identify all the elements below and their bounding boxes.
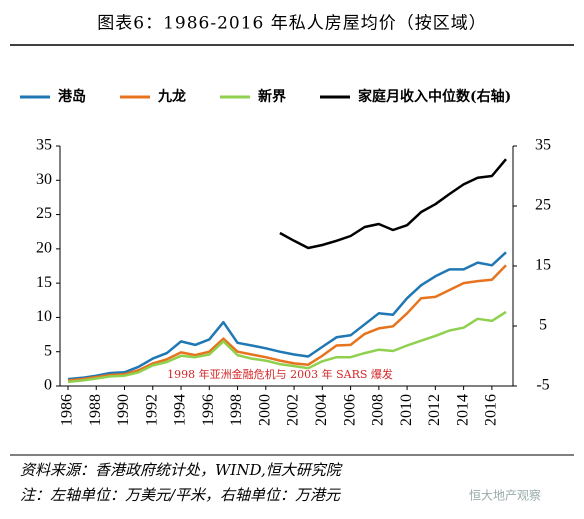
series-line (67, 310, 507, 384)
source: 资料来源：香港政府统计处，WIND,恒大研究院 (20, 461, 343, 479)
y-tick-label: 10 (36, 308, 52, 325)
x-tick-label: 2002 (285, 394, 302, 426)
x-tick-label: 1988 (87, 394, 104, 426)
x-tick-label: 1996 (200, 394, 217, 426)
x-tick-label: 1990 (115, 394, 132, 426)
x-tick-label: 2004 (313, 394, 330, 426)
chart-title: 图表6：1986-2016 年私人房屋均价（按区域） (97, 14, 487, 34)
x-tick-label: 2014 (454, 394, 471, 426)
y-tick-label: 25 (36, 205, 52, 222)
annotation: 1998 年亚洲金融危机与 2003 年 SARS 爆发 (167, 367, 393, 381)
legend-label: 新界 (258, 88, 287, 105)
x-tick-label: 1986 (59, 394, 76, 426)
y2-tick-label: 15 (535, 257, 551, 274)
watermark: 恒大地产观察 (469, 489, 541, 503)
y2-tick-label: 25 (535, 197, 551, 214)
legend-label: 港岛 (58, 88, 86, 105)
note: 注：左轴单位：万美元/平米，右轴单位：万港元 (20, 486, 341, 504)
x-tick-label: 1992 (143, 394, 160, 426)
legend-label: 家庭月收入中位数(右轴) (358, 88, 511, 105)
x-tick-label: 2016 (483, 394, 500, 426)
x-tick-label: 2010 (398, 394, 415, 426)
x-tick-label: 1998 (228, 394, 245, 426)
y-tick-label: 5 (44, 342, 52, 359)
y2-tick-label: 5 (539, 317, 547, 334)
series-line (279, 158, 507, 250)
x-tick-label: 2008 (370, 394, 387, 426)
series-line (67, 251, 507, 381)
legend-label: 九龙 (157, 88, 186, 105)
x-tick-label: 2012 (426, 394, 443, 426)
series-line (67, 264, 507, 382)
y-tick-label: 0 (44, 377, 52, 394)
y2-tick-label: -5 (536, 377, 549, 394)
y2-tick-label: 35 (535, 137, 551, 154)
x-tick-label: 2000 (256, 394, 273, 426)
x-tick-label: 1994 (172, 394, 189, 426)
y-tick-label: 35 (36, 137, 52, 154)
x-tick-label: 2006 (341, 394, 358, 426)
y-tick-label: 15 (36, 274, 52, 291)
y-tick-label: 20 (36, 240, 52, 257)
y-tick-label: 30 (36, 171, 52, 188)
